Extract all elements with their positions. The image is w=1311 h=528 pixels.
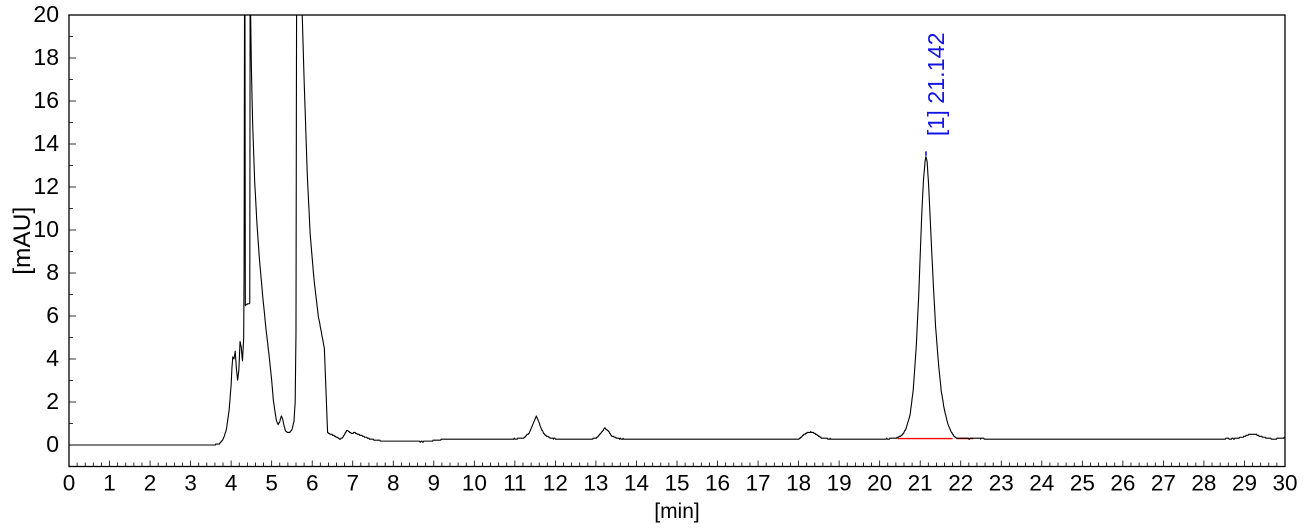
svg-text:20: 20 <box>867 471 892 496</box>
svg-text:10: 10 <box>462 471 487 496</box>
svg-text:12: 12 <box>543 471 568 496</box>
svg-text:0: 0 <box>46 431 59 457</box>
svg-text:0: 0 <box>63 471 76 496</box>
svg-text:30: 30 <box>1272 471 1297 496</box>
svg-text:26: 26 <box>1110 471 1135 496</box>
svg-text:1: 1 <box>103 471 116 496</box>
svg-text:20: 20 <box>33 1 59 27</box>
svg-text:29: 29 <box>1232 471 1257 496</box>
svg-text:27: 27 <box>1151 471 1176 496</box>
svg-text:13: 13 <box>583 471 608 496</box>
svg-text:18: 18 <box>33 44 59 70</box>
svg-text:19: 19 <box>827 471 852 496</box>
svg-text:16: 16 <box>33 87 59 113</box>
svg-text:28: 28 <box>1191 471 1216 496</box>
svg-text:2: 2 <box>46 388 59 414</box>
svg-text:6: 6 <box>306 471 319 496</box>
svg-text:21: 21 <box>908 471 933 496</box>
svg-text:[min]: [min] <box>654 500 700 523</box>
svg-text:16: 16 <box>705 471 730 496</box>
svg-text:14: 14 <box>33 130 59 156</box>
svg-text:23: 23 <box>989 471 1014 496</box>
svg-text:10: 10 <box>33 216 59 242</box>
svg-text:24: 24 <box>1029 471 1054 496</box>
svg-text:6: 6 <box>46 302 59 328</box>
svg-text:15: 15 <box>664 471 689 496</box>
svg-text:12: 12 <box>33 173 59 199</box>
svg-text:17: 17 <box>746 471 771 496</box>
svg-text:8: 8 <box>46 259 59 285</box>
svg-text:[mAU]: [mAU] <box>9 207 36 275</box>
svg-text:7: 7 <box>346 471 359 496</box>
svg-text:3: 3 <box>184 471 197 496</box>
svg-text:25: 25 <box>1070 471 1095 496</box>
svg-text:14: 14 <box>624 471 649 496</box>
svg-text:2: 2 <box>144 471 157 496</box>
svg-text:[1] 21.142: [1] 21.142 <box>923 32 949 136</box>
svg-text:11: 11 <box>503 471 526 496</box>
svg-text:4: 4 <box>225 471 238 496</box>
svg-text:9: 9 <box>428 471 441 496</box>
svg-text:8: 8 <box>387 471 400 496</box>
svg-text:4: 4 <box>46 345 59 371</box>
svg-text:5: 5 <box>265 471 278 496</box>
svg-text:22: 22 <box>948 471 973 496</box>
svg-text:18: 18 <box>786 471 811 496</box>
